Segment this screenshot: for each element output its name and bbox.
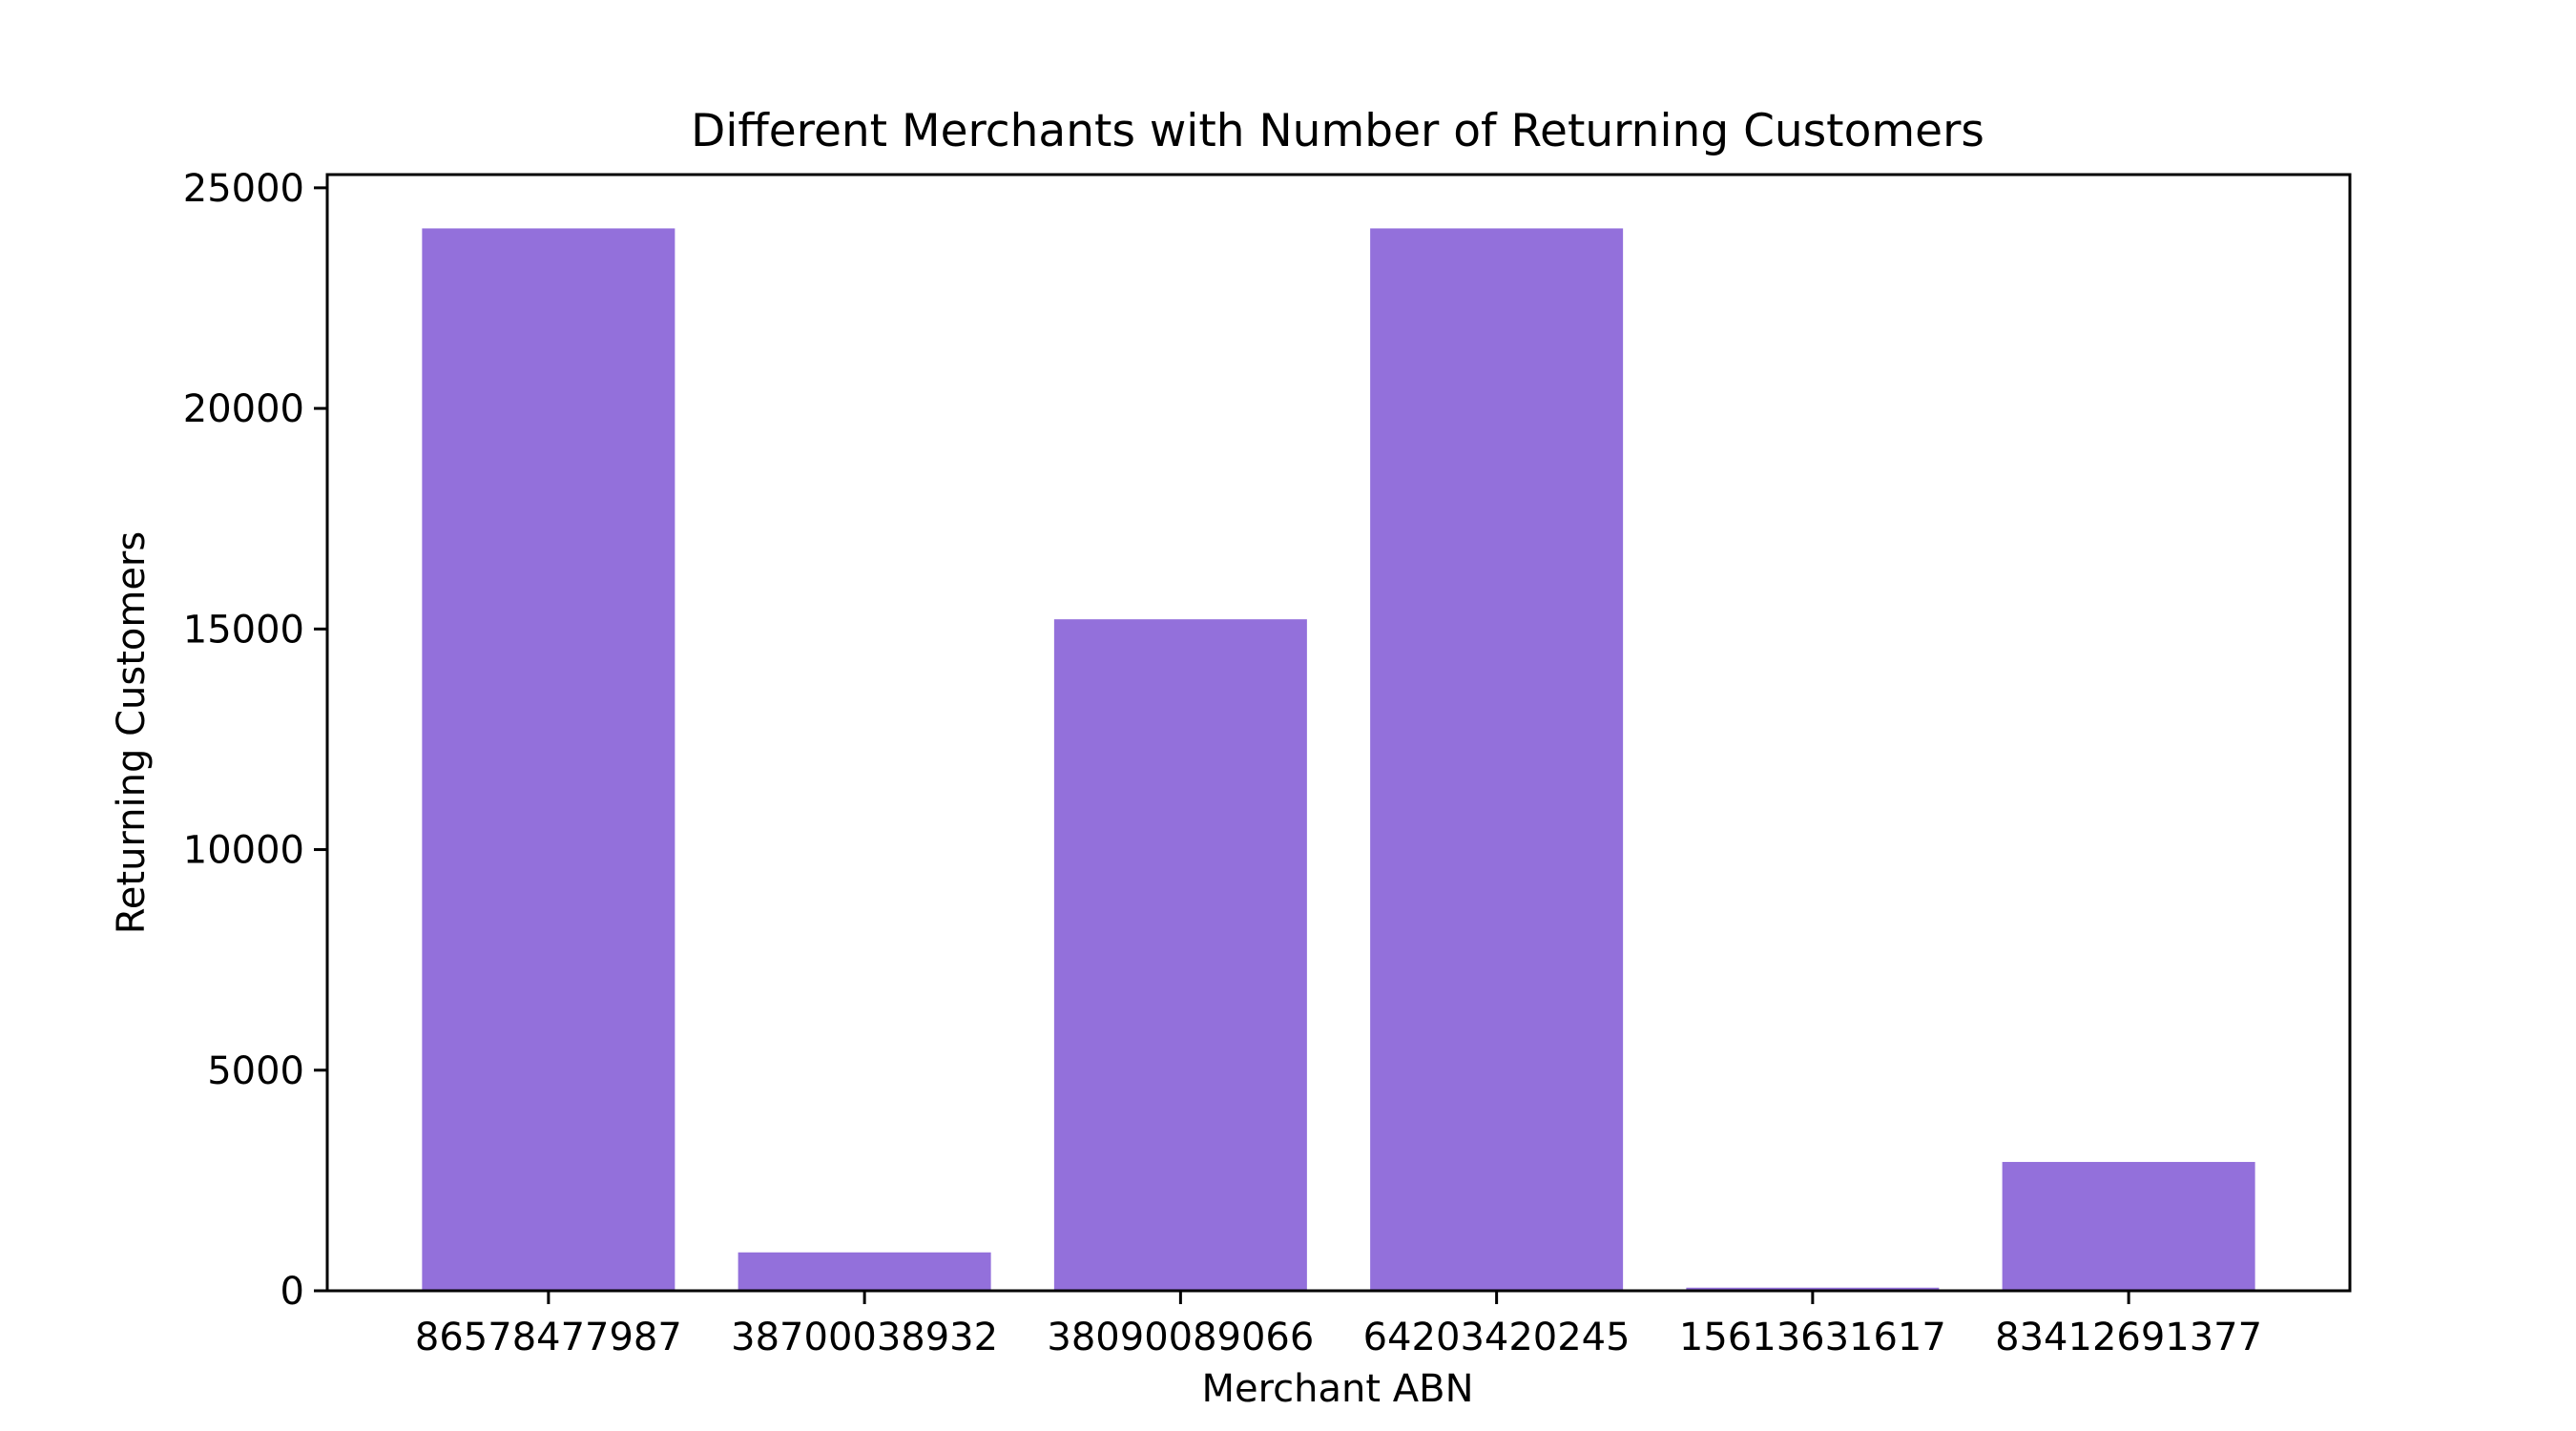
x-tick-label: 15613631617 [1679, 1316, 1946, 1359]
bar-86578477987 [422, 228, 675, 1292]
y-axis-ticks: 0 5000 10000 15000 20000 25000 [183, 167, 327, 1314]
bar-83412691377 [2002, 1161, 2255, 1291]
x-tick-label: 83412691377 [1995, 1316, 2262, 1359]
y-tick-label: 20000 [183, 387, 304, 431]
x-axis-label: Merchant ABN [1201, 1367, 1473, 1411]
y-tick-label: 0 [280, 1270, 304, 1314]
x-axis-ticks: 86578477987 38700038932 38090089066 6420342… [415, 1291, 2262, 1359]
bar-38090089066 [1053, 619, 1307, 1291]
y-axis-label: Returning Customers [110, 531, 154, 934]
y-tick-label: 10000 [183, 829, 304, 873]
bar-64203420245 [1370, 228, 1624, 1292]
bar-38700038932 [737, 1252, 991, 1291]
y-tick-label: 5000 [207, 1049, 304, 1093]
x-tick-label: 64203420245 [1363, 1316, 1631, 1359]
plot-area-frame [325, 173, 2352, 1293]
y-tick-label: 15000 [183, 608, 304, 652]
x-tick-label: 38090089066 [1047, 1316, 1314, 1359]
chart-title: Different Merchants with Number of Retur… [691, 105, 1984, 157]
x-tick-label: 38700038932 [731, 1316, 998, 1359]
bars-group [422, 228, 2255, 1292]
bar-15613631617 [1686, 1287, 1940, 1291]
x-tick-label: 86578477987 [415, 1316, 682, 1359]
y-tick-label: 25000 [183, 167, 304, 211]
